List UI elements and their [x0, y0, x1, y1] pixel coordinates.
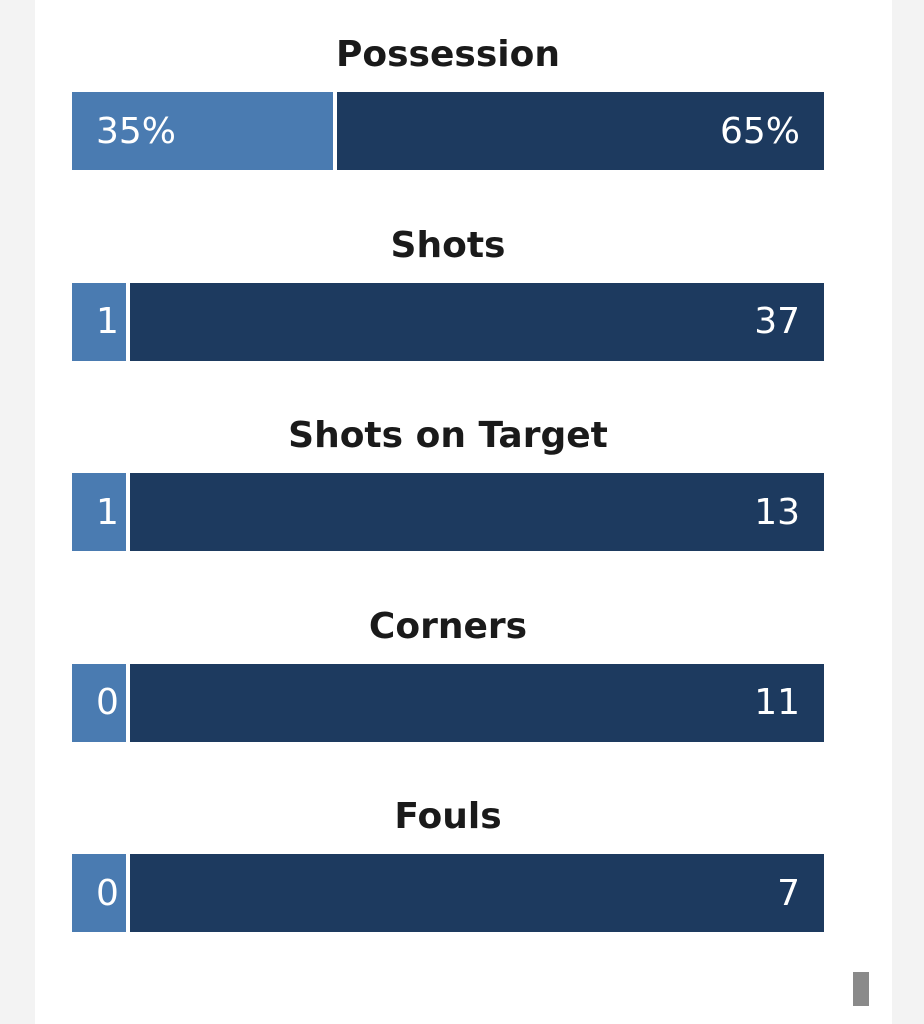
stat-title: Corners — [368, 605, 528, 647]
away-bar: 37 — [130, 282, 824, 361]
away-value: 37 — [754, 301, 800, 342]
stats-panel: Possession 35% 65% Shots 1 37 Shots on Target 1… — [35, 0, 892, 1024]
stat-title: Shots — [390, 224, 506, 266]
home-value: 1 — [96, 301, 119, 342]
stat-row: Possession 35% 65% — [72, 0, 824, 170]
away-bar: 13 — [130, 473, 824, 551]
away-bar: 65% — [337, 92, 824, 170]
away-bar: 11 — [130, 663, 824, 742]
away-value: 7 — [777, 872, 800, 914]
home-bar: 0 — [72, 663, 126, 742]
home-value: 0 — [96, 682, 119, 723]
stat-bar: 1 13 — [72, 473, 824, 551]
stat-title: Possession — [336, 34, 560, 75]
stat-bar: 35% 65% — [72, 92, 824, 170]
away-bar: 7 — [130, 854, 824, 932]
stat-row: Shots 1 37 — [72, 191, 824, 361]
away-value: 11 — [754, 682, 800, 723]
stat-title: Fouls — [394, 796, 502, 837]
stat-row: Corners 0 11 — [72, 572, 824, 742]
home-bar: 1 — [72, 282, 126, 361]
home-bar: 1 — [72, 473, 126, 551]
home-bar: 35% — [72, 92, 334, 170]
stat-title: Shots on Target — [288, 415, 608, 456]
stat-bar: 1 37 — [72, 282, 824, 361]
scroll-indicator — [853, 972, 869, 1006]
home-value: 35% — [96, 110, 177, 152]
stat-row: Fouls 0 7 — [72, 762, 824, 932]
away-value: 65% — [719, 110, 800, 152]
stat-bar: 0 11 — [72, 663, 824, 742]
stat-row: Shots on Target 1 13 — [72, 381, 824, 551]
home-value: 0 — [96, 872, 119, 914]
home-bar: 0 — [72, 854, 126, 932]
home-value: 1 — [96, 491, 119, 533]
away-value: 13 — [754, 491, 800, 533]
